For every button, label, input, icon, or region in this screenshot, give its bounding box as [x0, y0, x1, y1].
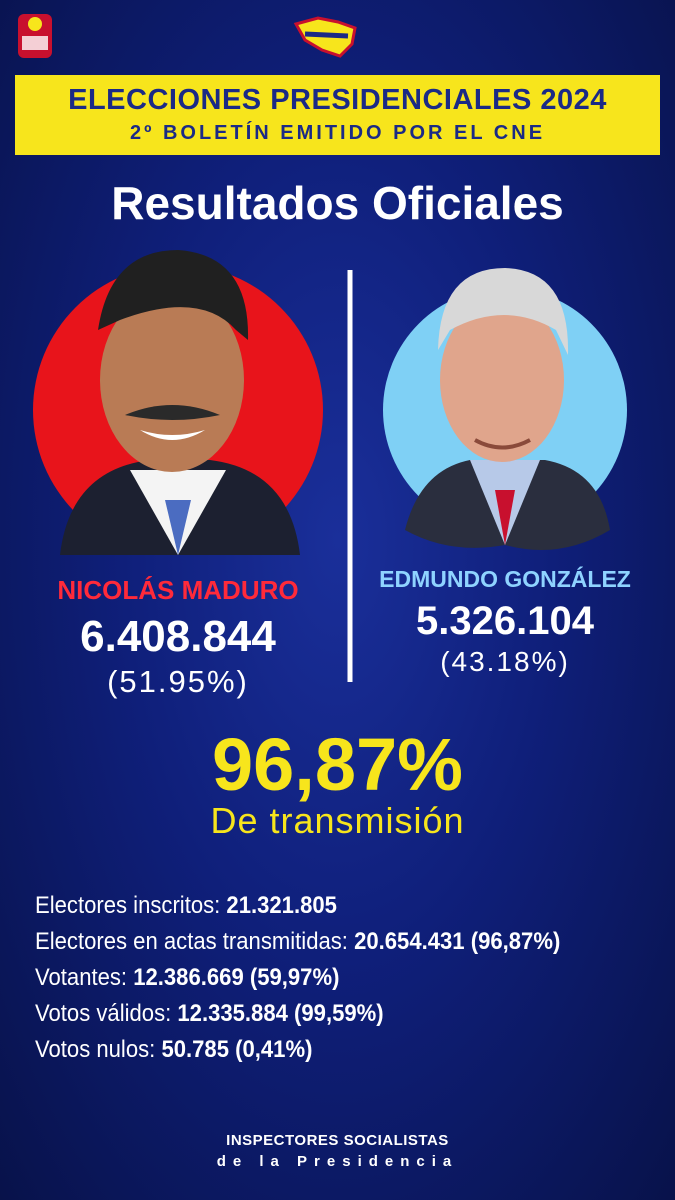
stat-value: 21.321.805 — [226, 892, 337, 919]
stat-label: Votantes: — [35, 964, 128, 991]
photo-left — [60, 250, 300, 555]
stat-value: 50.785 (0,41%) — [161, 1036, 313, 1063]
stat-label: Electores inscritos: — [35, 892, 221, 919]
stat-value: 20.654.431 (96,87%) — [354, 928, 561, 955]
logo — [18, 14, 52, 58]
stat-row: Electores en actas transmitidas: 20.654.… — [35, 928, 560, 964]
candidate-votes: 5.326.104 — [416, 599, 594, 643]
transmission-label: De transmisión — [210, 800, 465, 841]
candidate-votes: 6.408.844 — [80, 612, 276, 661]
photo-right — [405, 268, 610, 550]
candidate: EDMUNDO GONZÁLEZ 5.326.104 (43.18%) — [355, 566, 655, 678]
stat-row: Votantes: 12.386.669 (59,97%) — [35, 964, 560, 1000]
footer-line: de la Presidencia — [216, 1153, 459, 1170]
stat-row: Votos nulos: 50.785 (0,41%) — [35, 1036, 560, 1072]
stat-label: Votos válidos: — [35, 1000, 172, 1027]
heading: Resultados Oficiales — [111, 177, 564, 229]
subtitle: 2º BOLETÍN EMITIDO POR EL CNE — [129, 122, 546, 144]
stat-label: Votos nulos: — [35, 1036, 156, 1063]
footer-line: INSPECTORES SOCIALISTAS — [226, 1132, 449, 1149]
stat-row: Votos válidos: 12.335.884 (99,59%) — [35, 1000, 560, 1036]
stat-label: Electores en actas transmitidas: — [35, 928, 348, 955]
candidate-percent: (51.95%) — [107, 664, 249, 699]
title: ELECCIONES PRESIDENCIALES 2024 — [68, 84, 607, 116]
candidate-percent: (43.18%) — [440, 646, 570, 677]
stat-value: 12.386.669 (59,97%) — [133, 964, 340, 991]
candidate-name: EDMUNDO GONZÁLEZ — [379, 566, 631, 592]
transmission-value: 96,87% — [212, 723, 463, 806]
stats: Electores inscritos: 21.321.805 Electores… — [35, 892, 606, 1072]
stat-row: Electores inscritos: 21.321.805 — [35, 892, 560, 928]
candidate-name: NICOLÁS MADURO — [57, 575, 299, 605]
stat-value: 12.335.884 (99,59%) — [177, 1000, 384, 1027]
candidate: NICOLÁS MADURO 6.408.844 (51.95%) — [23, 575, 333, 700]
banner — [15, 75, 660, 155]
